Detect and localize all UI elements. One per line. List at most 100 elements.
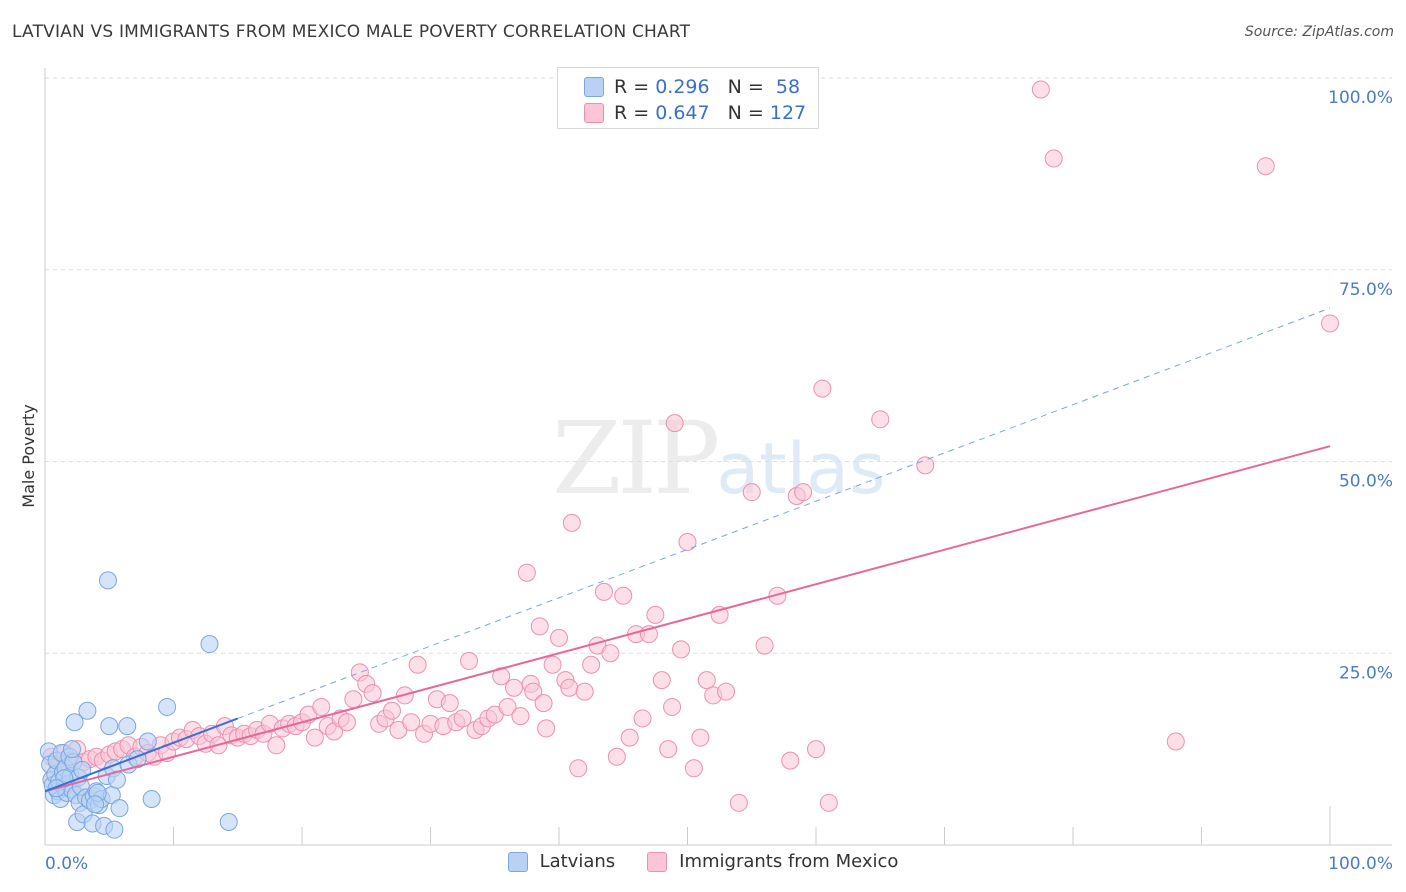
latvian-point <box>100 717 119 736</box>
mexico-point <box>633 709 652 728</box>
legend-item-latvians[interactable]: Latvians <box>507 851 616 872</box>
grid-layer <box>45 77 1392 654</box>
mexico-point <box>607 747 626 766</box>
chart-title: LATVIAN VS IMMIGRANTS FROM MEXICO MALE P… <box>12 22 691 42</box>
r-value: 0.296 <box>655 76 710 98</box>
axis-layer: 25.0% 50.0% 75.0% 100.0% 0.0% 100.0% <box>44 68 1393 874</box>
latvian-point <box>62 740 81 759</box>
mexico-point <box>1044 149 1063 168</box>
latvian-points <box>39 571 238 839</box>
y-axis-title: Male Poverty <box>19 404 38 507</box>
mexico-point <box>511 707 530 726</box>
mexico-point <box>614 586 633 605</box>
latvian-trend-extension <box>237 307 1331 719</box>
mexico-point <box>402 713 421 732</box>
mexico-point <box>408 655 427 674</box>
chart-source: Source: ZipAtlas.com <box>1244 24 1394 40</box>
mexico-point <box>665 414 684 433</box>
mexico-point <box>460 651 479 670</box>
mexico-point <box>344 690 363 709</box>
mexico-point <box>1031 80 1050 99</box>
mexico-point <box>697 671 716 690</box>
latvians-swatch <box>584 77 604 97</box>
x-tick-label: 0.0% <box>45 854 88 874</box>
mexico-point <box>453 709 472 728</box>
mexico-point <box>794 483 813 502</box>
latvian-point <box>142 789 161 808</box>
mexico-point <box>652 671 671 690</box>
mexico-point <box>1166 732 1185 751</box>
legend-label: Immigrants from Mexico <box>679 851 899 872</box>
latvian-point <box>78 701 97 720</box>
mexico-point <box>440 694 459 713</box>
mexico-point <box>524 682 543 701</box>
latvian-trend-line <box>44 717 239 793</box>
mexico-point <box>781 751 800 770</box>
mexico-point <box>569 759 588 778</box>
latvian-point <box>65 713 84 732</box>
mexico-point <box>1256 157 1275 176</box>
mexico-point <box>382 701 401 720</box>
mexico-legend-swatch <box>647 851 668 872</box>
mexico-point <box>742 483 761 502</box>
mexico-point <box>871 410 890 429</box>
legend-label: Latvians <box>539 851 616 872</box>
mexico-point <box>659 740 678 759</box>
legend-item-mexico[interactable]: Immigrants from Mexico <box>647 851 898 872</box>
mexico-point <box>691 728 710 747</box>
mexico-point <box>562 513 581 532</box>
n-value: 58 <box>775 76 801 98</box>
mexico-point <box>498 697 517 716</box>
mexico-point <box>646 605 665 624</box>
latvian-point <box>118 717 137 736</box>
mexico-point <box>582 655 601 674</box>
r-label: R = <box>614 102 650 124</box>
mexico-point <box>768 586 787 605</box>
mexico-point <box>819 793 838 812</box>
latvian-point <box>219 812 238 831</box>
mexico-point <box>601 644 620 663</box>
n-label: N = <box>727 76 764 98</box>
mexico-point <box>505 678 524 697</box>
mexico-point <box>916 456 935 475</box>
watermark-zip: ZIP <box>552 400 720 517</box>
stats-row-latvians: R = 0.296 N = 58 <box>584 74 800 100</box>
mexico-point <box>813 379 832 398</box>
stats-row-mexico: R = 0.647 N = 127 <box>584 100 806 126</box>
mexico-points <box>42 80 1339 812</box>
latvian-point <box>73 760 92 779</box>
mexico-point <box>672 640 691 659</box>
mexico-point <box>594 582 613 601</box>
n-label: N = <box>727 102 764 124</box>
y-tick-label: 50.0% <box>1339 472 1393 492</box>
latvian-point <box>110 799 129 818</box>
mexico-point <box>550 628 568 647</box>
latvian-point <box>105 820 124 839</box>
legend: Latvians Immigrants from Mexico <box>0 851 1406 872</box>
mexico-point <box>305 728 324 747</box>
mexico-point <box>717 682 736 701</box>
latvian-point <box>98 571 117 590</box>
latvians-legend-swatch <box>507 851 528 872</box>
mexico-point <box>1321 314 1339 333</box>
mexico-point <box>267 736 286 755</box>
y-tick-label: 25.0% <box>1339 663 1393 683</box>
mexico-point <box>575 682 594 701</box>
mexico-point <box>312 697 331 716</box>
r-label: R = <box>614 76 650 98</box>
mexico-point <box>755 636 774 655</box>
mexico-point <box>729 793 748 812</box>
y-tick-label: 100.0% <box>1328 88 1393 108</box>
mexico-point <box>678 533 697 552</box>
n-value: 127 <box>769 102 807 124</box>
mexico-point <box>684 759 703 778</box>
r-value: 0.647 <box>655 102 710 124</box>
y-tick-label: 75.0% <box>1339 280 1393 300</box>
mexico-point <box>530 617 549 636</box>
mexico-point <box>620 728 639 747</box>
mexico-point <box>807 740 825 759</box>
watermark: ZIPatlas <box>552 400 885 517</box>
latvian-point <box>138 732 157 751</box>
mexico-point <box>543 655 562 674</box>
mexico-swatch <box>584 103 604 123</box>
